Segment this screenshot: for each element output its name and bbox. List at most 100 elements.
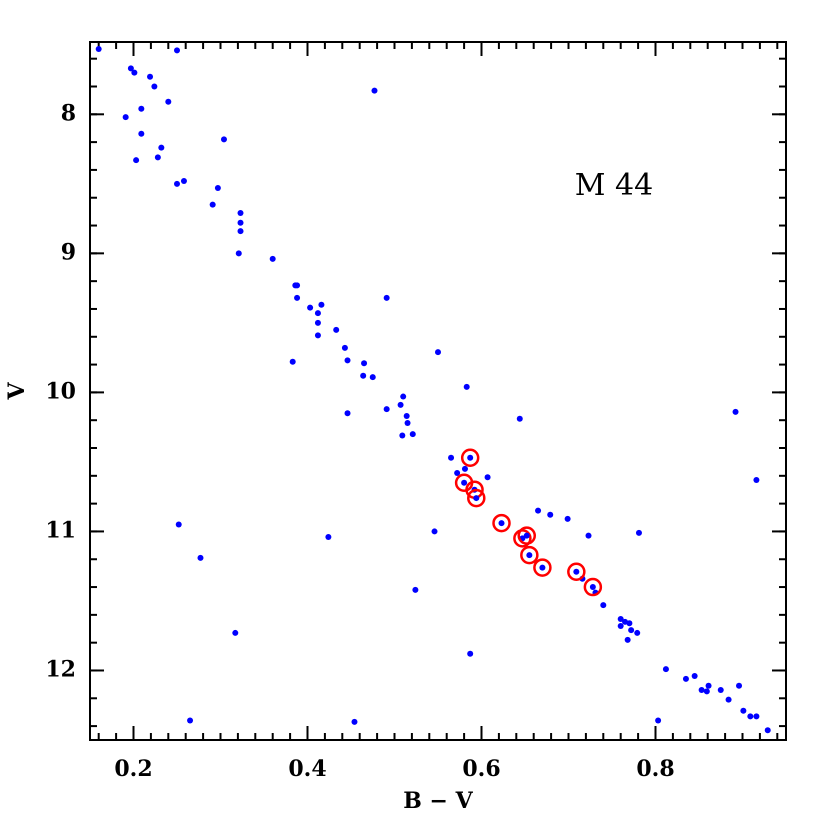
y-tick-label: 12 (45, 656, 76, 682)
point (448, 454, 455, 461)
point (187, 717, 194, 724)
y-axis-label: V (4, 382, 30, 401)
point (318, 301, 325, 308)
x-tick-label: 0.2 (114, 756, 152, 782)
highlight-ring (567, 562, 586, 582)
point (174, 47, 180, 54)
plot-frame (89, 41, 787, 741)
point (498, 520, 505, 527)
x-tick-label: 0.6 (462, 756, 500, 782)
highlight-ring (467, 488, 486, 508)
point (573, 568, 580, 575)
point (158, 144, 165, 151)
point (624, 636, 631, 643)
point (435, 349, 441, 356)
point (133, 157, 140, 164)
point (95, 45, 102, 52)
point (626, 620, 633, 627)
point (467, 650, 474, 657)
point (209, 201, 216, 208)
point (351, 718, 358, 725)
y-tick-label: 10 (45, 378, 76, 404)
highlight-ring (583, 577, 603, 597)
point (463, 383, 470, 390)
point (753, 476, 760, 483)
point (431, 528, 438, 535)
point (399, 432, 406, 439)
point (409, 431, 416, 438)
point (732, 408, 739, 415)
point (174, 180, 180, 187)
point (325, 533, 332, 540)
point (397, 401, 404, 408)
point (361, 360, 368, 367)
point (237, 219, 244, 226)
x-tick-label: 0.8 (636, 756, 674, 782)
y-tick-label: 11 (45, 517, 76, 543)
point (740, 707, 747, 714)
point (635, 529, 642, 536)
highlight-ring (517, 526, 536, 545)
point (180, 178, 187, 185)
point (214, 184, 221, 191)
point (461, 479, 468, 486)
point (122, 114, 129, 121)
highlight-ring (520, 545, 539, 565)
y-tick-label: 9 (61, 239, 76, 265)
point (617, 616, 624, 623)
point (564, 515, 571, 522)
point (655, 717, 662, 724)
point (585, 532, 592, 539)
point (294, 294, 301, 301)
point (764, 727, 771, 734)
point (662, 666, 669, 673)
point (484, 474, 491, 481)
point (725, 696, 732, 703)
point (454, 470, 461, 477)
point (383, 406, 390, 413)
annotation: M 44 (575, 168, 653, 203)
point (717, 686, 724, 693)
point (360, 372, 367, 379)
point (138, 105, 145, 112)
point (235, 250, 242, 257)
point (617, 622, 624, 629)
point (747, 713, 754, 720)
point (294, 282, 301, 289)
point (473, 495, 480, 502)
point (526, 552, 533, 559)
point (333, 326, 340, 333)
point (589, 584, 596, 591)
point (600, 602, 607, 609)
point (400, 393, 407, 400)
point (307, 304, 314, 311)
point (691, 673, 698, 680)
point (461, 465, 468, 472)
point (341, 344, 348, 351)
x-tick-label: 0.4 (288, 756, 326, 782)
point (237, 210, 244, 217)
point (151, 83, 158, 90)
point (634, 629, 641, 636)
point (232, 629, 239, 636)
point (736, 682, 743, 689)
point (523, 532, 530, 539)
point (344, 410, 351, 417)
point (369, 374, 376, 381)
point (703, 688, 710, 695)
highlight-ring (460, 448, 480, 467)
point (516, 415, 523, 422)
point (154, 154, 161, 161)
point (175, 521, 182, 528)
point (289, 358, 296, 365)
point (220, 136, 227, 143)
point (467, 454, 474, 461)
point (698, 686, 705, 693)
point (147, 73, 154, 80)
point (628, 627, 635, 634)
point (547, 511, 554, 518)
highlight-ring (533, 558, 552, 577)
point (314, 332, 321, 339)
x-axis-label: B − V (403, 788, 473, 814)
